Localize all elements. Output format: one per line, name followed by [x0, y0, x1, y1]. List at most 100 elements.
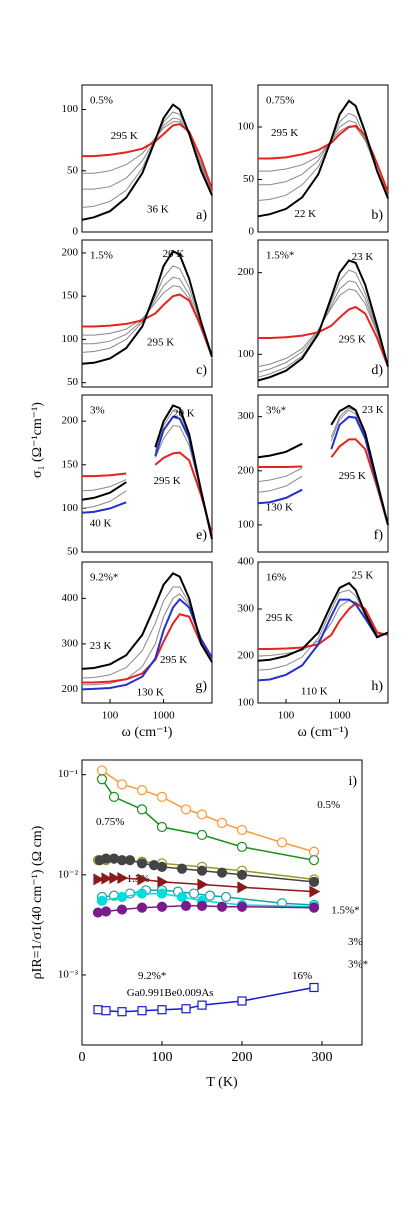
series-label: 130 K	[137, 687, 164, 699]
y-axis-title: σ₁ (Ω⁻¹cm⁻¹)	[30, 402, 45, 478]
series-line	[82, 293, 213, 358]
marker	[197, 1000, 207, 1010]
marker	[157, 1005, 167, 1015]
marker	[180, 900, 192, 911]
marker	[157, 875, 169, 888]
series-line	[258, 125, 389, 196]
panel-note: 0.5%	[90, 95, 113, 107]
x-tick-label: 1000	[329, 710, 352, 722]
marker	[137, 873, 149, 886]
marker	[309, 982, 319, 993]
y-tick-label: 100	[62, 103, 79, 115]
series-line	[82, 123, 213, 190]
y-tick-label: 200	[238, 464, 255, 476]
y-tick-label: 400	[62, 592, 79, 604]
marker	[136, 888, 148, 899]
panel-note: 1.5%*	[266, 250, 294, 262]
series-line	[81, 249, 213, 365]
series-label: 295 K	[147, 336, 174, 348]
y-tick-label: 200	[62, 247, 79, 259]
y-tick-label: 50	[67, 546, 79, 558]
series-label: 3%*	[348, 959, 368, 971]
marker	[197, 878, 209, 891]
series-label: 130 K	[266, 502, 293, 514]
marker	[196, 829, 208, 841]
series-label: 295 K	[160, 654, 187, 666]
marker	[180, 804, 192, 815]
marker	[156, 861, 168, 872]
y-tick-label: 300	[62, 637, 79, 649]
y-tick-label: 50	[67, 376, 79, 388]
y-tick-label: 400	[238, 556, 255, 568]
panel-label: d)	[371, 363, 383, 378]
series-label: 3%	[348, 936, 363, 948]
marker	[136, 804, 148, 815]
series-line	[101, 778, 315, 861]
panel-note: 3%*	[266, 405, 286, 417]
marker	[236, 869, 248, 880]
y-tick-label: 200	[238, 650, 255, 662]
marker	[237, 881, 249, 894]
series-line	[257, 259, 389, 382]
plot-frame	[257, 394, 389, 553]
x-tick-label: 1000	[153, 710, 176, 722]
x-tick-label: 0	[79, 1050, 86, 1065]
series-label: 40 K	[90, 517, 112, 529]
marker	[136, 902, 148, 913]
marker	[93, 1005, 103, 1015]
marker	[196, 900, 208, 911]
y-tick-label: 200	[62, 415, 79, 427]
marker	[96, 895, 108, 906]
series-line	[257, 99, 389, 218]
series-label: 295 K	[271, 127, 298, 139]
series-line	[258, 602, 389, 650]
series-label: 9.2%*	[138, 970, 166, 982]
y-tick-label: 150	[62, 290, 79, 302]
marker	[216, 901, 228, 912]
y-axis-title: ρIR=1/σ1(40 cm⁻¹) (Ω cm)	[30, 825, 45, 979]
marker	[156, 791, 168, 802]
y-tick-label: 10⁻²	[58, 868, 79, 880]
series-line	[81, 265, 213, 359]
plot-frame	[81, 239, 213, 388]
series-label: 0.5%	[317, 799, 340, 811]
x-tick-label: 200	[232, 1050, 253, 1065]
series-line	[101, 769, 315, 853]
series-line	[257, 404, 389, 526]
marker	[176, 863, 188, 874]
marker	[308, 855, 320, 866]
y-tick-label: 50	[67, 164, 79, 176]
y-tick-label: 100	[62, 502, 79, 514]
marker	[309, 885, 321, 898]
series-line	[81, 597, 213, 691]
marker	[156, 901, 168, 912]
y-tick-label: 0	[73, 226, 79, 238]
plot-frame	[81, 84, 213, 233]
panel-label: g)	[195, 679, 207, 694]
marker	[96, 774, 108, 785]
x-axis-title: T (K)	[206, 1075, 238, 1090]
y-tick-label: 100	[238, 348, 255, 360]
panel-label: h)	[371, 679, 383, 694]
marker	[116, 904, 128, 915]
series-label: 36 K	[147, 203, 169, 215]
series-label: 23 K	[362, 404, 384, 416]
panel-note: 1.5%	[90, 250, 113, 262]
marker	[96, 765, 108, 776]
marker	[276, 837, 288, 848]
marker	[137, 1006, 147, 1016]
x-axis-title: ω (cm⁻¹)	[122, 725, 173, 740]
y-tick-label: 100	[238, 518, 255, 530]
marker	[236, 901, 248, 912]
y-tick-label: 100	[238, 697, 255, 709]
y-tick-label: 300	[238, 603, 255, 615]
marker	[236, 824, 248, 836]
y-tick-label: 200	[62, 683, 79, 695]
series-label: 295 K	[154, 475, 181, 487]
marker	[117, 1007, 127, 1017]
y-tick-label: 300	[238, 410, 255, 422]
plot-frame	[81, 759, 363, 1046]
series-label: 20 K	[173, 407, 195, 419]
marker	[116, 779, 128, 790]
